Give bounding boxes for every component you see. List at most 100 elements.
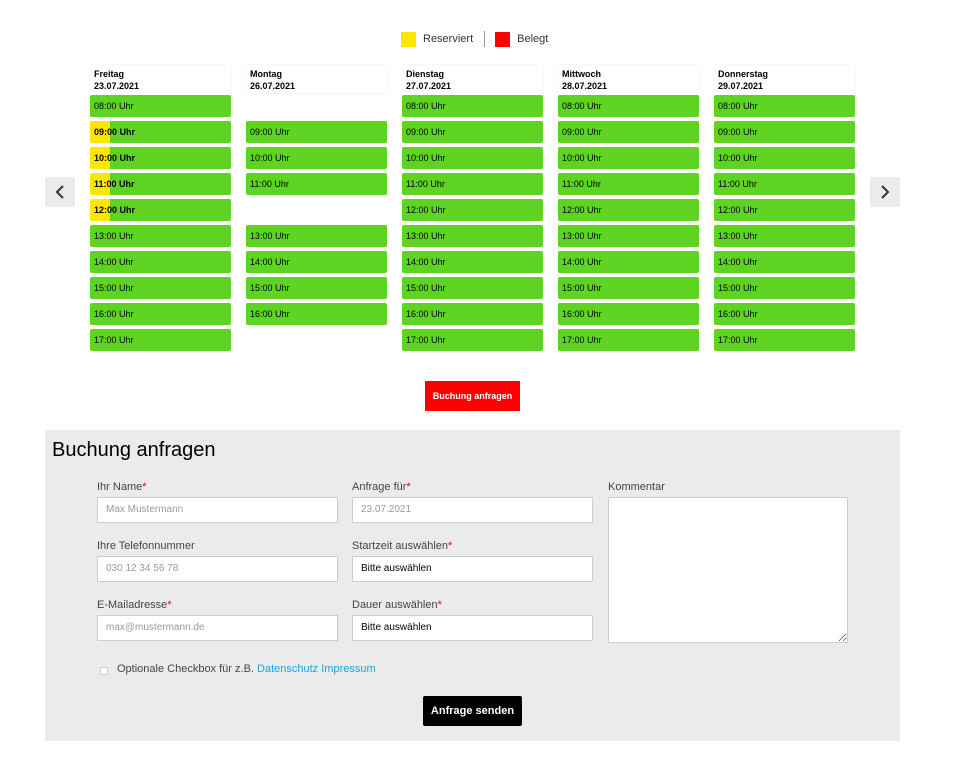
- day-date: 23.07.2021: [94, 81, 140, 91]
- time-slot-free[interactable]: 08:00 Uhr: [90, 95, 231, 117]
- time-slot-free[interactable]: 15:00 Uhr: [558, 277, 699, 299]
- time-slot-free[interactable]: 09:00 Uhr: [402, 121, 543, 143]
- imprint-link[interactable]: Impressum: [321, 663, 376, 675]
- time-slot-free[interactable]: 09:00 Uhr: [558, 121, 699, 143]
- comment-label: Kommentar: [608, 481, 665, 493]
- slot-label: 11:00 Uhr: [562, 179, 601, 189]
- time-slot-free[interactable]: 15:00 Uhr: [246, 277, 387, 299]
- duration-select[interactable]: Bitte auswählen: [352, 615, 593, 641]
- time-slot-free[interactable]: 15:00 Uhr: [90, 277, 231, 299]
- day-column: Freitag 23.07.2021 08:00 Uhr 09:00 Uhr 10:00…: [90, 65, 231, 351]
- time-slot-free[interactable]: 12:00 Uhr: [714, 199, 855, 221]
- date-input[interactable]: 23.07.2021: [352, 497, 593, 523]
- time-slot-free[interactable]: 16:00 Uhr: [714, 303, 855, 325]
- time-slot-free[interactable]: 09:00 Uhr: [246, 121, 387, 143]
- time-slot-free[interactable]: 14:00 Uhr: [90, 251, 231, 273]
- start-time-select[interactable]: Bitte auswählen: [352, 556, 593, 582]
- slot-label: 12:00 Uhr: [718, 205, 758, 215]
- day-column: Mittwoch 28.07.2021 08:00 Uhr 09:00 Uhr 10:0…: [558, 65, 699, 351]
- day-column: Montag 26.07.2021 09:00 Uhr 10:00 Uhr 11:00 …: [246, 65, 387, 325]
- time-slot-free[interactable]: 14:00 Uhr: [714, 251, 855, 273]
- time-slot-free[interactable]: 15:00 Uhr: [402, 277, 543, 299]
- time-slot-free[interactable]: 14:00 Uhr: [402, 251, 543, 273]
- time-slot-free[interactable]: 13:00 Uhr: [246, 225, 387, 247]
- email-label: E-Mailadresse*: [97, 599, 172, 611]
- slot-label: 17:00 Uhr: [718, 335, 758, 345]
- slot-label: 09:00 Uhr: [94, 127, 136, 137]
- time-slot-free[interactable]: 11:00 Uhr: [558, 173, 699, 195]
- time-slot-free[interactable]: 08:00 Uhr: [402, 95, 543, 117]
- time-slot-reserved[interactable]: 11:00 Uhr: [90, 173, 231, 195]
- email-input[interactable]: max@mustermann.de: [97, 615, 338, 641]
- next-week-button[interactable]: [870, 177, 900, 207]
- time-slot-reserved[interactable]: 12:00 Uhr: [90, 199, 231, 221]
- slot-label: 10:00 Uhr: [562, 153, 602, 163]
- slot-label: 14:00 Uhr: [562, 257, 602, 267]
- time-slot-free[interactable]: 09:00 Uhr: [714, 121, 855, 143]
- time-slot-free[interactable]: 13:00 Uhr: [90, 225, 231, 247]
- slot-label: 08:00 Uhr: [94, 101, 134, 111]
- time-slot-free[interactable]: 08:00 Uhr: [558, 95, 699, 117]
- legend-divider: [484, 31, 486, 47]
- time-slot-reserved[interactable]: 10:00 Uhr: [90, 147, 231, 169]
- time-slot-free[interactable]: 10:00 Uhr: [246, 147, 387, 169]
- time-slot-free[interactable]: 13:00 Uhr: [558, 225, 699, 247]
- time-slot-free[interactable]: 11:00 Uhr: [714, 173, 855, 195]
- time-slot-free[interactable]: 17:00 Uhr: [714, 329, 855, 351]
- time-slot-free[interactable]: 12:00 Uhr: [402, 199, 543, 221]
- slot-label: 11:00 Uhr: [250, 179, 289, 189]
- request-booking-button[interactable]: Buchung anfragen: [425, 381, 520, 411]
- time-slot-free[interactable]: 14:00 Uhr: [246, 251, 387, 273]
- time-slot-free[interactable]: 11:00 Uhr: [402, 173, 543, 195]
- time-slot-free[interactable]: 17:00 Uhr: [90, 329, 231, 351]
- slot-label: 16:00 Uhr: [718, 309, 758, 319]
- time-slot-free[interactable]: 16:00 Uhr: [90, 303, 231, 325]
- slot-label: 11:00 Uhr: [94, 179, 135, 189]
- time-slot-free[interactable]: 13:00 Uhr: [402, 225, 543, 247]
- name-input[interactable]: Max Mustermann: [97, 497, 338, 523]
- submit-button[interactable]: Anfrage senden: [423, 696, 522, 726]
- time-slot-free[interactable]: 10:00 Uhr: [402, 147, 543, 169]
- slot-label: 12:00 Uhr: [94, 205, 136, 215]
- time-slot-free[interactable]: 17:00 Uhr: [402, 329, 543, 351]
- slot-label: 14:00 Uhr: [406, 257, 446, 267]
- slot-label: 14:00 Uhr: [718, 257, 758, 267]
- slot-label: 14:00 Uhr: [250, 257, 290, 267]
- privacy-link[interactable]: Datenschutz: [257, 663, 319, 675]
- chevron-right-icon: [881, 185, 890, 199]
- time-slot-free[interactable]: 08:00 Uhr: [714, 95, 855, 117]
- phone-label: Ihre Telefonnummer: [97, 540, 195, 552]
- checkbox-label: Optionale Checkbox für z.B. Datenschutz …: [117, 663, 376, 675]
- time-slot-free[interactable]: 15:00 Uhr: [714, 277, 855, 299]
- time-slot-free[interactable]: 16:00 Uhr: [402, 303, 543, 325]
- optional-checkbox[interactable]: [100, 667, 108, 675]
- time-slot-free[interactable]: 13:00 Uhr: [714, 225, 855, 247]
- time-slot-free[interactable]: 12:00 Uhr: [558, 199, 699, 221]
- time-slot-free[interactable]: 11:00 Uhr: [246, 173, 387, 195]
- phone-input[interactable]: 030 12 34 56 78: [97, 556, 338, 582]
- comment-textarea[interactable]: [608, 497, 848, 643]
- slot-label: 10:00 Uhr: [718, 153, 758, 163]
- slot-label: 10:00 Uhr: [406, 153, 446, 163]
- time-slot-free[interactable]: 14:00 Uhr: [558, 251, 699, 273]
- time-slot-free[interactable]: 16:00 Uhr: [246, 303, 387, 325]
- time-slot-free[interactable]: 10:00 Uhr: [714, 147, 855, 169]
- chevron-left-icon: [55, 185, 64, 199]
- slot-label: 13:00 Uhr: [250, 231, 290, 241]
- day-name: Freitag: [94, 69, 125, 79]
- slot-label: 15:00 Uhr: [718, 283, 758, 293]
- time-slot-free[interactable]: 10:00 Uhr: [558, 147, 699, 169]
- occupied-swatch: [495, 31, 511, 47]
- prev-week-button[interactable]: [45, 177, 75, 207]
- slot-label: 13:00 Uhr: [94, 231, 134, 241]
- time-slot-free[interactable]: 17:00 Uhr: [558, 329, 699, 351]
- slot-label: 11:00 Uhr: [406, 179, 445, 189]
- slot-label: 13:00 Uhr: [718, 231, 758, 241]
- time-slot-free[interactable]: 16:00 Uhr: [558, 303, 699, 325]
- slot-label: 11:00 Uhr: [718, 179, 757, 189]
- time-slot-reserved[interactable]: 09:00 Uhr: [90, 121, 231, 143]
- slot-label: 12:00 Uhr: [406, 205, 446, 215]
- slot-label: 09:00 Uhr: [406, 127, 446, 137]
- slot-label: 08:00 Uhr: [718, 101, 758, 111]
- slot-label: 17:00 Uhr: [562, 335, 602, 345]
